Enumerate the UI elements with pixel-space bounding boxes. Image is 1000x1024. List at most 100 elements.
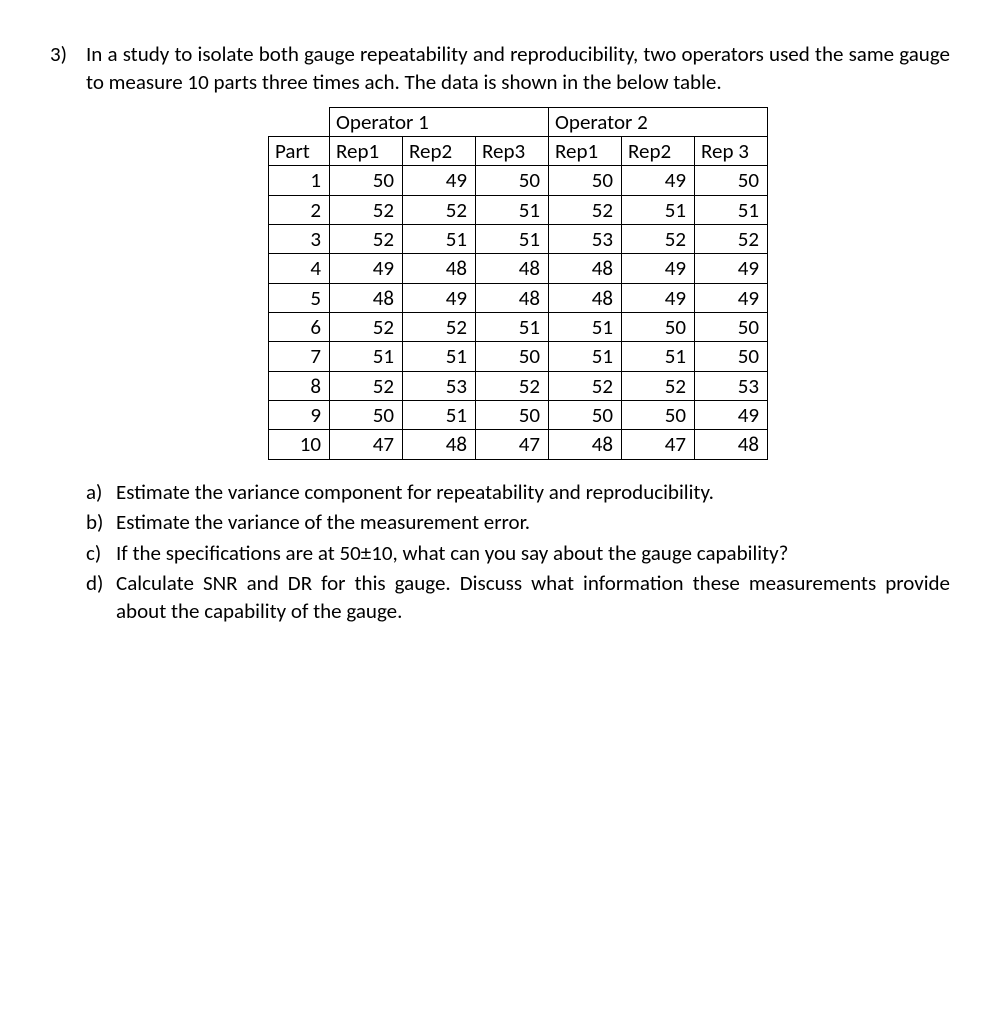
part-cell: 5	[269, 283, 330, 312]
table-header-operators: Operator 1 Operator 2	[269, 107, 768, 136]
blank-cell	[269, 107, 330, 136]
data-cell: 49	[403, 166, 476, 195]
data-cell: 52	[549, 371, 622, 400]
data-cell: 50	[330, 166, 403, 195]
part-cell: 1	[269, 166, 330, 195]
data-cell: 50	[549, 166, 622, 195]
data-cell: 51	[549, 342, 622, 371]
data-cell: 50	[549, 401, 622, 430]
data-cell: 51	[695, 195, 768, 224]
data-cell: 51	[403, 225, 476, 254]
table-body: 1504950504950252525152515135251515352524…	[269, 166, 768, 459]
data-cell: 50	[695, 166, 768, 195]
data-cell: 49	[695, 401, 768, 430]
question-number: 3)	[50, 40, 86, 68]
data-cell: 51	[476, 313, 549, 342]
part-cell: 8	[269, 371, 330, 400]
question-text: In a study to isolate both gauge repeata…	[86, 40, 950, 97]
table-row: 3525151535252	[269, 225, 768, 254]
table-header-reps: Part Rep1 Rep2 Rep3 Rep1 Rep2 Rep 3	[269, 137, 768, 166]
data-cell: 51	[622, 342, 695, 371]
part-text: Calculate SNR and DR for this gauge. Dis…	[116, 569, 950, 626]
col-header: Rep2	[403, 137, 476, 166]
data-cell: 51	[622, 195, 695, 224]
data-cell: 49	[622, 254, 695, 283]
part-cell: 2	[269, 195, 330, 224]
data-cell: 52	[330, 371, 403, 400]
table-row: 4494848484949	[269, 254, 768, 283]
part-header: Part	[269, 137, 330, 166]
data-cell: 53	[695, 371, 768, 400]
data-cell: 48	[549, 283, 622, 312]
table-row: 7515150515150	[269, 342, 768, 371]
data-cell: 51	[549, 313, 622, 342]
data-cell: 50	[476, 401, 549, 430]
part-a: a) Estimate the variance component for r…	[86, 478, 950, 506]
data-cell: 49	[695, 283, 768, 312]
part-letter: b)	[86, 508, 116, 536]
table-row: 9505150505049	[269, 401, 768, 430]
data-cell: 52	[403, 195, 476, 224]
data-cell: 52	[549, 195, 622, 224]
part-cell: 9	[269, 401, 330, 430]
part-cell: 3	[269, 225, 330, 254]
table-row: 1504950504950	[269, 166, 768, 195]
data-cell: 49	[622, 166, 695, 195]
part-text: Estimate the variance component for repe…	[116, 478, 950, 506]
data-cell: 50	[476, 166, 549, 195]
data-cell: 52	[695, 225, 768, 254]
data-cell: 49	[330, 254, 403, 283]
data-cell: 53	[403, 371, 476, 400]
part-letter: c)	[86, 539, 116, 567]
table-row: 5484948484949	[269, 283, 768, 312]
data-table: Operator 1 Operator 2 Part Rep1 Rep2 Rep…	[268, 107, 768, 460]
data-cell: 52	[622, 225, 695, 254]
col-header: Rep3	[476, 137, 549, 166]
col-header: Rep1	[549, 137, 622, 166]
data-cell: 48	[330, 283, 403, 312]
data-cell: 50	[622, 401, 695, 430]
part-b: b) Estimate the variance of the measurem…	[86, 508, 950, 536]
data-cell: 48	[549, 254, 622, 283]
part-cell: 7	[269, 342, 330, 371]
table-row: 6525251515050	[269, 313, 768, 342]
operator2-header: Operator 2	[549, 107, 768, 136]
data-cell: 50	[695, 342, 768, 371]
data-cell: 52	[476, 371, 549, 400]
part-letter: a)	[86, 478, 116, 506]
data-cell: 52	[330, 195, 403, 224]
data-cell: 48	[403, 254, 476, 283]
data-cell: 50	[695, 313, 768, 342]
data-cell: 52	[622, 371, 695, 400]
data-cell: 48	[403, 430, 476, 459]
data-cell: 48	[476, 283, 549, 312]
data-cell: 53	[549, 225, 622, 254]
data-cell: 51	[403, 342, 476, 371]
data-cell: 52	[330, 225, 403, 254]
part-d: d) Calculate SNR and DR for this gauge. …	[86, 569, 950, 626]
data-cell: 49	[403, 283, 476, 312]
data-cell: 47	[330, 430, 403, 459]
table-row: 10474847484748	[269, 430, 768, 459]
operator1-header: Operator 1	[330, 107, 549, 136]
data-cell: 49	[695, 254, 768, 283]
part-cell: 4	[269, 254, 330, 283]
col-header: Rep 3	[695, 137, 768, 166]
data-cell: 51	[330, 342, 403, 371]
col-header: Rep1	[330, 137, 403, 166]
data-cell: 48	[476, 254, 549, 283]
data-cell: 51	[476, 195, 549, 224]
table-wrapper: Operator 1 Operator 2 Part Rep1 Rep2 Rep…	[86, 107, 950, 460]
data-cell: 47	[622, 430, 695, 459]
data-cell: 49	[622, 283, 695, 312]
data-cell: 47	[476, 430, 549, 459]
part-cell: 10	[269, 430, 330, 459]
data-cell: 48	[695, 430, 768, 459]
data-cell: 52	[330, 313, 403, 342]
part-text: If the specifications are at 50±10, what…	[116, 539, 950, 567]
question-row: 3) In a study to isolate both gauge repe…	[50, 40, 950, 97]
part-c: c) If the specifications are at 50±10, w…	[86, 539, 950, 567]
data-cell: 51	[476, 225, 549, 254]
part-text: Estimate the variance of the measurement…	[116, 508, 950, 536]
data-cell: 50	[476, 342, 549, 371]
